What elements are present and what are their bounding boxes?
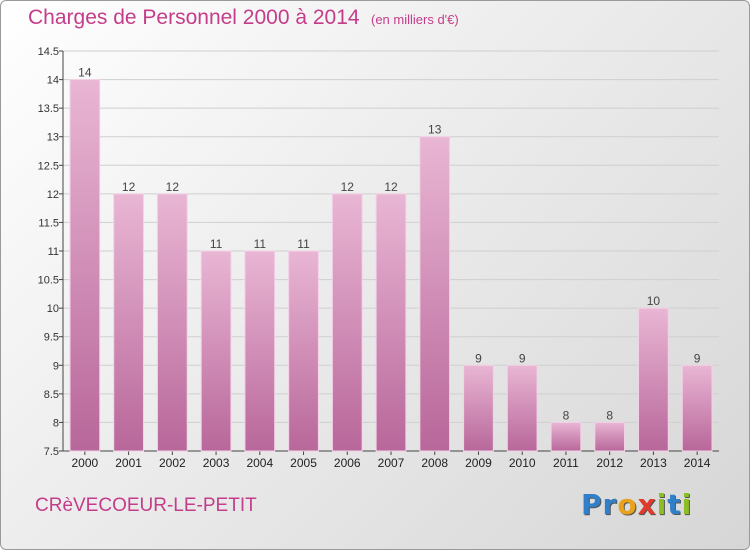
bar	[463, 364, 494, 452]
y-tick-labels: 7.5 8 8.5 9 9.5 10 10.5 11 11.5 12 12.5 13 13.5 14 14.…	[38, 46, 59, 458]
x-tick-label: 2007	[378, 456, 405, 470]
y-tick-label: 11	[48, 246, 59, 258]
bar	[681, 364, 713, 452]
data-label: 11	[254, 237, 267, 251]
y-tick-label: 12	[47, 189, 59, 201]
bar	[638, 307, 669, 452]
bar	[156, 193, 188, 452]
logo-letter: i	[681, 488, 693, 521]
bar	[113, 193, 144, 452]
data-label: 12	[341, 180, 355, 194]
y-tick-label: 13	[47, 132, 59, 144]
data-label: 9	[694, 351, 701, 365]
x-tick-label: 2006	[334, 456, 361, 470]
data-label: 12	[122, 180, 136, 194]
logo-letter: x	[637, 488, 657, 521]
data-label: 14	[78, 66, 92, 80]
data-label: 8	[606, 408, 613, 422]
logo-letter: i	[656, 488, 668, 521]
x-tick-label: 2011	[553, 456, 579, 470]
logo-letter: P	[581, 488, 603, 521]
bar	[331, 193, 363, 452]
logo-letter: t	[667, 488, 682, 521]
bar	[419, 136, 451, 452]
bar	[506, 364, 538, 452]
bar	[375, 193, 407, 452]
chart-title: Charges de Personnel 2000 à 2014	[28, 6, 360, 29]
bar	[244, 250, 276, 452]
bar	[69, 79, 101, 452]
proxiti-logo[interactable]: Proxiti	[581, 488, 692, 521]
x-tick-label: 2008	[421, 456, 448, 470]
x-tick-label: 2010	[509, 456, 536, 470]
chart-unit-label: (en milliers d'€)	[371, 12, 459, 27]
data-labels: 14 12 12 11 11 11 12 12 13 9 9 8 8 10 9	[78, 66, 701, 423]
bars	[69, 79, 713, 452]
y-tick-label: 14	[47, 75, 59, 87]
y-tick-label: 9.5	[44, 332, 59, 344]
data-label: 11	[297, 237, 310, 251]
bar	[288, 250, 319, 452]
y-tick-label: 10	[47, 303, 59, 315]
y-tick-label: 13.5	[38, 103, 59, 115]
x-tick-label: 2001	[115, 456, 142, 470]
y-tick-label: 12.5	[38, 160, 59, 172]
y-tick-label: 7.5	[44, 446, 59, 458]
city-name: CRèVECOEUR-LE-PETIT	[35, 495, 257, 516]
data-label: 9	[475, 351, 482, 365]
x-tick-label: 2002	[159, 456, 186, 470]
y-tick-label: 11.5	[38, 217, 59, 229]
data-label: 12	[384, 180, 398, 194]
x-tick-label: 2012	[596, 456, 623, 470]
x-tick-label: 2003	[203, 456, 230, 470]
y-tick-label: 9	[53, 360, 59, 372]
x-tick-label: 2013	[640, 456, 667, 470]
x-tick-label: 2005	[290, 456, 317, 470]
x-tick-label: 2014	[684, 456, 711, 470]
y-tick-label: 8.5	[44, 389, 59, 401]
data-label: 11	[210, 237, 223, 251]
logo-letter: r	[602, 488, 618, 521]
y-tick-label: 8	[53, 417, 59, 429]
x-tick-label: 2004	[246, 456, 273, 470]
x-tick-label: 2000	[72, 456, 99, 470]
data-label: 8	[563, 408, 570, 422]
bar	[200, 250, 232, 452]
bar	[594, 421, 626, 452]
data-label: 10	[647, 294, 661, 308]
y-tick-label: 10.5	[38, 275, 59, 287]
x-tick-label: 2009	[465, 456, 492, 470]
data-label: 9	[519, 351, 526, 365]
logo-letter: o	[617, 488, 638, 521]
y-tick-label: 14.5	[38, 46, 59, 58]
bar	[550, 421, 582, 452]
data-label: 12	[166, 180, 180, 194]
x-tick-labels: 2000 2001 2002 2003 2004 2005 2006 2007 2008 2009…	[72, 456, 711, 470]
data-label: 13	[428, 123, 442, 137]
